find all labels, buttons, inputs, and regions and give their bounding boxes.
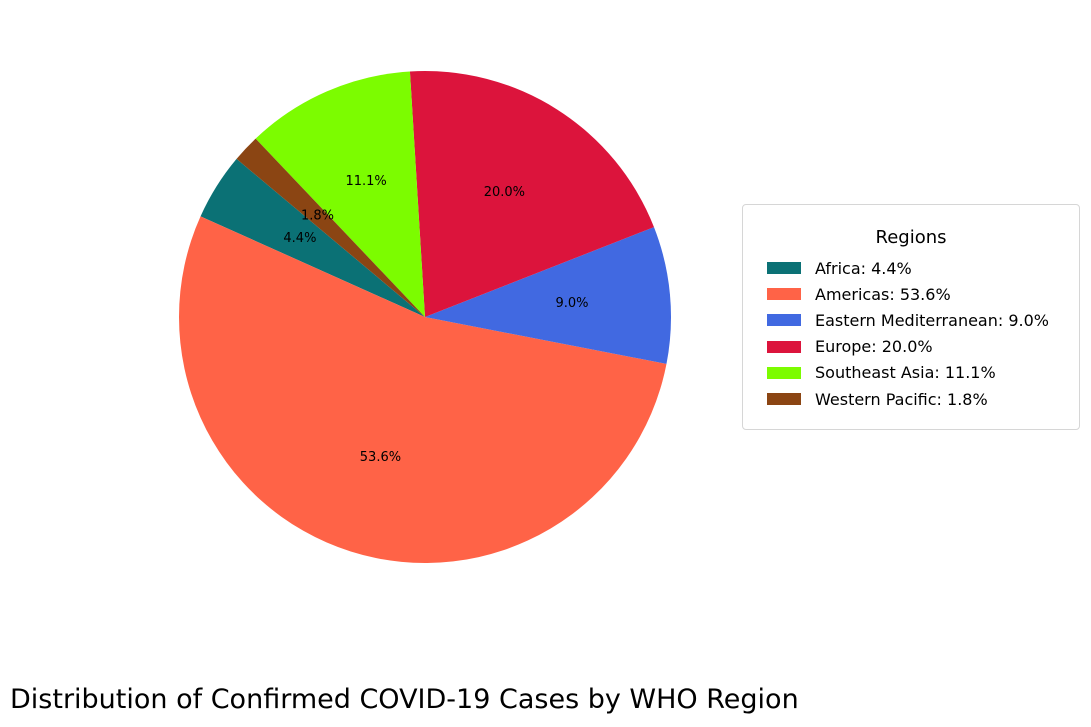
pie-slice-eastern-mediterranean <box>425 227 671 364</box>
pie-slice-western-pacific <box>236 138 425 317</box>
legend-label: Africa: 4.4% <box>815 258 912 278</box>
legend-swatch <box>767 366 801 379</box>
legend-label: Americas: 53.6% <box>815 284 951 304</box>
chart-title: Distribution of Confirmed COVID-19 Cases… <box>10 684 799 715</box>
legend-swatch <box>767 340 801 353</box>
legend-entry-africa: Africa: 4.4% <box>767 255 1049 281</box>
legend-entry-americas: Americas: 53.6% <box>767 281 1049 307</box>
legend-swatch <box>767 314 801 327</box>
pct-label-africa: 4.4% <box>283 231 316 246</box>
legend-entry-southeast-asia: Southeast Asia: 11.1% <box>767 360 1049 386</box>
pct-label-southeast-asia: 11.1% <box>345 174 386 189</box>
legend-list: Africa: 4.4% Americas: 53.6% Eastern Medit… <box>767 255 1049 412</box>
legend-swatch <box>767 262 801 275</box>
legend-swatch <box>767 288 801 301</box>
pie-slice-africa <box>200 158 425 317</box>
pie-slice-americas <box>178 216 667 563</box>
legend-swatch <box>767 393 801 406</box>
legend-label: Western Pacific: 1.8% <box>815 389 988 409</box>
pct-label-western-pacific: 1.8% <box>301 208 334 223</box>
legend-label: Southeast Asia: 11.1% <box>815 363 996 383</box>
legend-title: Regions <box>875 227 947 248</box>
pct-label-europe: 20.0% <box>484 185 525 200</box>
legend: Regions Africa: 4.4% Americas: 53.6% Easte… <box>742 204 1080 430</box>
pie-slice-europe <box>409 70 654 317</box>
legend-label: Europe: 20.0% <box>815 337 933 357</box>
legend-entry-western-pacific: Western Pacific: 1.8% <box>767 386 1049 412</box>
legend-label: Eastern Mediterranean: 9.0% <box>815 310 1049 330</box>
pct-label-americas: 53.6% <box>360 450 401 465</box>
legend-entry-eastern-mediterranean: Eastern Mediterranean: 9.0% <box>767 307 1049 333</box>
pie-slice-southeast-asia <box>255 71 425 317</box>
pct-label-eastern-mediterranean: 9.0% <box>555 296 588 311</box>
legend-entry-europe: Europe: 20.0% <box>767 334 1049 360</box>
